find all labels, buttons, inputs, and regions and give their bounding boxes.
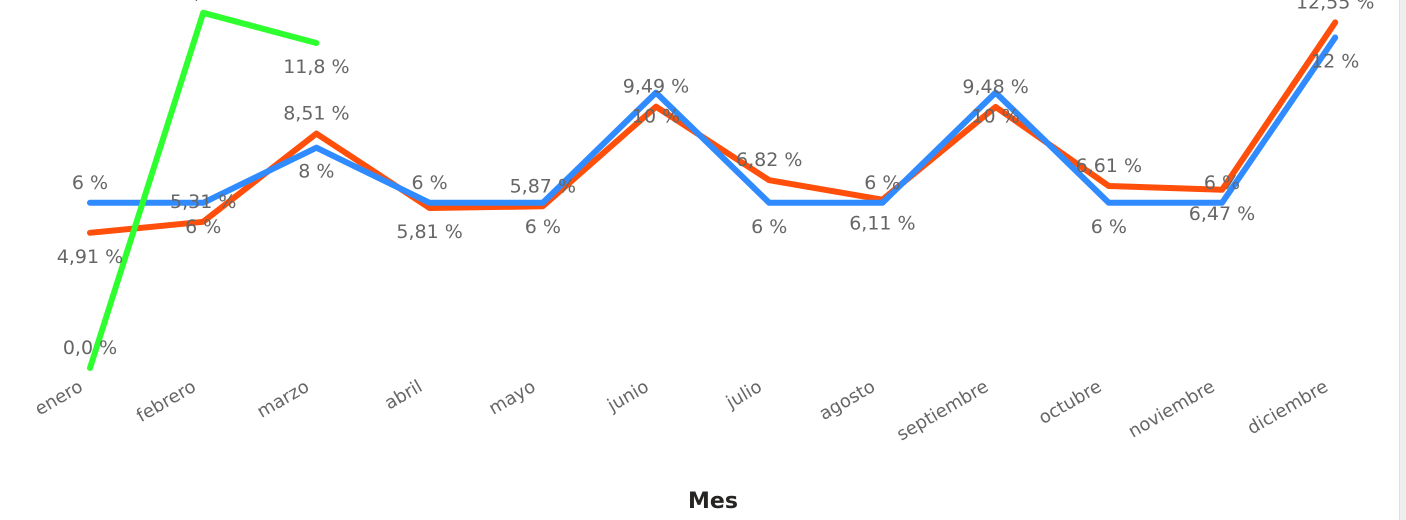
data-label: 8,51 % <box>283 103 349 125</box>
x-tick-label: febrero <box>133 376 200 427</box>
data-label: 5,81 % <box>396 221 462 243</box>
data-label: 9,48 % <box>962 76 1028 98</box>
x-tick-label: agosto <box>816 376 879 425</box>
data-label: 6,82 % <box>736 149 802 171</box>
data-label: 6 % <box>1204 172 1240 194</box>
data-label: 6 % <box>72 172 108 194</box>
x-tick-label: noviembre <box>1125 376 1219 442</box>
series-line-1 <box>87 19 1339 236</box>
data-label: 6 % <box>864 172 900 194</box>
data-label: 6 % <box>185 216 221 238</box>
data-label: 6,47 % <box>1189 203 1255 225</box>
data-label: 6 % <box>1091 216 1127 238</box>
data-label: 12,9 % <box>170 0 236 4</box>
data-label: 6,11 % <box>849 213 915 235</box>
scrollbar-track[interactable] <box>1399 0 1406 520</box>
series-lines <box>87 9 1339 371</box>
data-label: 10 % <box>971 106 1019 128</box>
data-labels: 4,91 % 5,31 % 8,51 % 5,81 % 5,87 % 9,49 % 6,82… <box>57 0 1375 359</box>
x-tick-label: julio <box>722 376 766 413</box>
data-label: 6 % <box>412 172 448 194</box>
x-tick-label: enero <box>31 376 86 420</box>
data-label: 10 % <box>632 106 680 128</box>
data-label: 12,55 % <box>1296 0 1375 13</box>
x-tick-label: octubre <box>1035 376 1105 429</box>
data-label: 4,91 % <box>57 246 123 268</box>
data-label: 9,49 % <box>623 76 689 98</box>
x-tick-label: septiembre <box>893 376 992 445</box>
x-tick-label: diciembre <box>1244 376 1332 439</box>
x-tick-label: abril <box>381 376 426 414</box>
x-axis-ticks: enero febrero marzo abril mayo junio julio agos… <box>31 376 1331 445</box>
data-label: 8 % <box>298 161 334 183</box>
x-axis-title: Mes <box>688 489 738 514</box>
data-label: 0,0 % <box>63 337 117 359</box>
data-label: 6,61 % <box>1076 155 1142 177</box>
x-tick-label: mayo <box>485 376 539 419</box>
data-label: 6 % <box>751 216 787 238</box>
data-label: 11,8 % <box>283 56 349 78</box>
series-line-2 <box>87 34 1339 206</box>
data-label: 5,31 % <box>170 191 236 213</box>
data-label: 12 % <box>1311 51 1359 73</box>
x-tick-label: junio <box>603 376 652 417</box>
data-label: 6 % <box>525 216 561 238</box>
data-label: 5,87 % <box>510 175 576 197</box>
series-line-3 <box>87 9 320 371</box>
x-tick-label: marzo <box>254 376 313 422</box>
